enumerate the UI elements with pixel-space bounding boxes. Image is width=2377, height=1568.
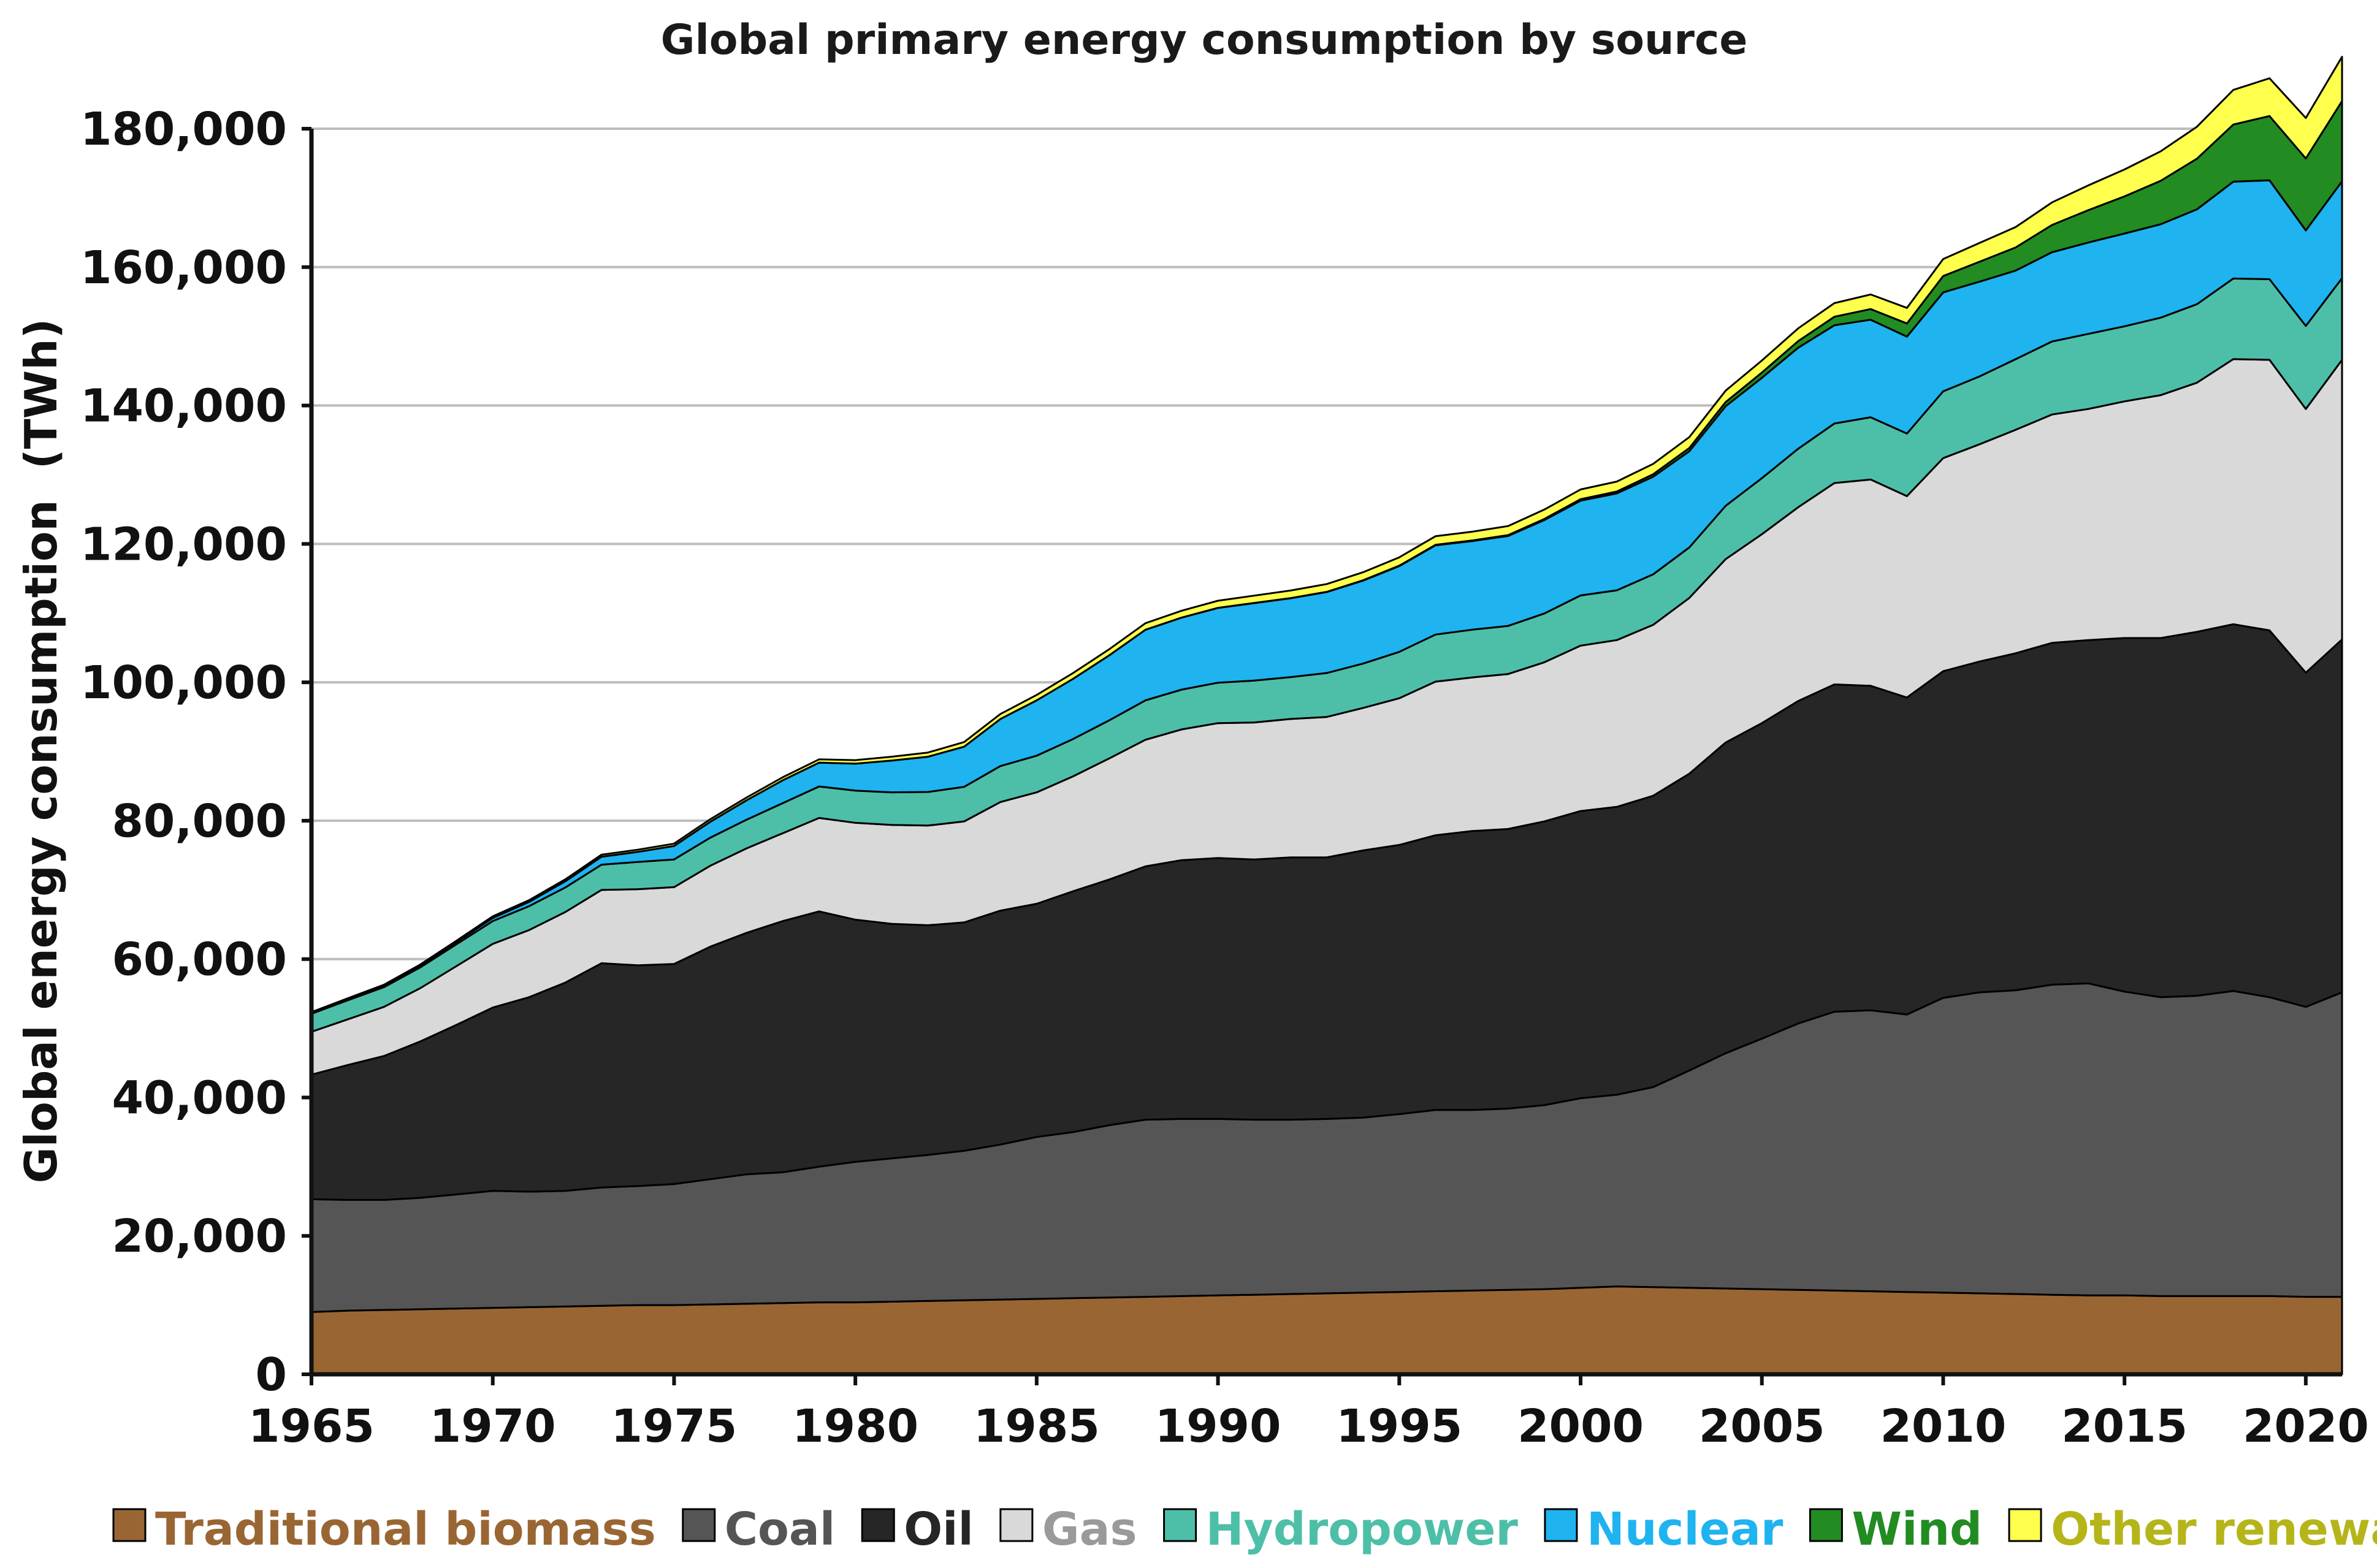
x-tick-label-2020: 2020 [2243, 1400, 2369, 1453]
legend-swatch-coal [682, 1508, 716, 1542]
x-tick-label-1965: 1965 [248, 1400, 375, 1453]
x-tick-labels: 1965 1970 1975 1980 1985 1990 1995 2000 2005 2010… [248, 1374, 2369, 1453]
legend-swatch-wind [1809, 1508, 1843, 1542]
legend-label-hydropower: Hydropower [1206, 1503, 1519, 1556]
legend-swatch-oil [861, 1508, 895, 1542]
area-series-other-renewables [310, 56, 2343, 1014]
legend-swatch-other-renewables [2008, 1508, 2042, 1542]
y-tick-label-180000: 180,000 [80, 103, 287, 156]
legend-swatch-nuclear [1544, 1508, 1578, 1542]
chart-title: Global primary energy consumption by sou… [661, 16, 1748, 64]
legend-label-nuclear: Nuclear [1587, 1503, 1784, 1556]
legend-label-coal: Coal [725, 1503, 835, 1556]
legend-label-wind: Wind [1852, 1503, 1982, 1556]
x-tick-label-1975: 1975 [611, 1400, 737, 1453]
y-tick-labels: 0 20,000 40,000 60,000 80,000 100,000 120,000 1… [80, 103, 311, 1401]
x-tick-label-1980: 1980 [792, 1400, 918, 1453]
legend-label-other-renewables: Other renewables [2051, 1503, 2377, 1556]
x-tick-label-1970: 1970 [430, 1400, 556, 1453]
legend-swatch-gas [999, 1508, 1034, 1542]
legend: Traditional biomass Coal Oil Gas Hydropower N… [112, 1503, 2377, 1556]
area-series-layer [310, 56, 2343, 1376]
x-tick-label-2010: 2010 [1880, 1400, 2006, 1453]
x-tick-label-2000: 2000 [1517, 1400, 1644, 1453]
y-axis-label: Global energy consumption (TWh) [15, 319, 67, 1184]
legend-swatch-traditional-biomass [112, 1508, 147, 1542]
y-tick-label-140000: 140,000 [80, 380, 287, 433]
y-tick-label-20000: 20,000 [112, 1210, 287, 1263]
x-tick-label-1990: 1990 [1155, 1400, 1281, 1453]
y-tick-label-160000: 160,000 [80, 242, 287, 294]
legend-label-traditional-biomass: Traditional biomass [155, 1503, 656, 1556]
y-tick-label-0: 0 [256, 1349, 288, 1401]
axes [309, 129, 2342, 1377]
x-tick-label-2015: 2015 [2061, 1400, 2188, 1453]
x-tick-label-2005: 2005 [1699, 1400, 1825, 1453]
y-tick-label-60000: 60,000 [112, 934, 287, 986]
x-tick-label-1985: 1985 [974, 1400, 1100, 1453]
y-tick-label-80000: 80,000 [112, 795, 287, 848]
legend-label-oil: Oil [904, 1503, 974, 1556]
x-tick-label-1995: 1995 [1336, 1400, 1462, 1453]
y-tick-label-40000: 40,000 [112, 1071, 287, 1124]
legend-label-gas: Gas [1042, 1503, 1137, 1556]
y-tick-label-100000: 100,000 [80, 657, 287, 709]
y-tick-label-120000: 120,000 [80, 518, 287, 571]
legend-swatch-hydropower [1163, 1508, 1197, 1542]
